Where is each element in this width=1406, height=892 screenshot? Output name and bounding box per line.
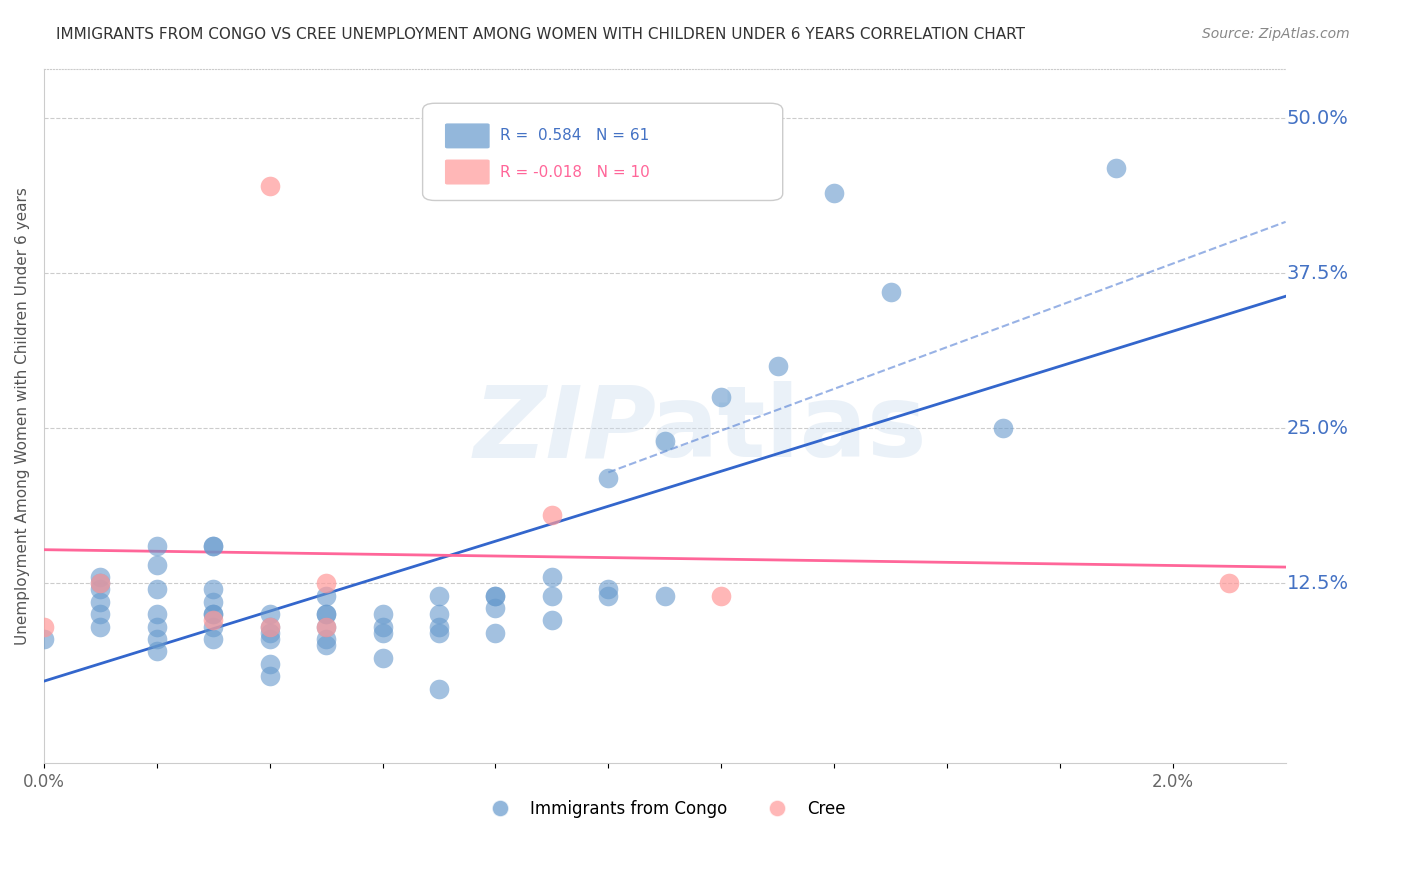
Point — [315, 607, 337, 622]
Point — [89, 576, 111, 591]
FancyBboxPatch shape — [444, 123, 489, 148]
Point — [598, 582, 620, 597]
Y-axis label: Unemployment Among Women with Children Under 6 years: Unemployment Among Women with Children U… — [15, 187, 30, 645]
Point — [202, 607, 225, 622]
Text: atlas: atlas — [651, 381, 927, 478]
Text: 37.5%: 37.5% — [1286, 264, 1348, 283]
Point — [541, 614, 564, 628]
Point — [371, 620, 394, 634]
Point — [89, 607, 111, 622]
Point — [484, 601, 506, 615]
Point — [259, 620, 281, 634]
Point — [89, 620, 111, 634]
Text: 12.5%: 12.5% — [1286, 574, 1348, 593]
Point — [823, 186, 845, 200]
Legend: Immigrants from Congo, Cree: Immigrants from Congo, Cree — [477, 793, 852, 824]
Point — [202, 539, 225, 553]
Point — [371, 607, 394, 622]
Point — [315, 632, 337, 646]
Point — [315, 589, 337, 603]
Point — [1218, 576, 1240, 591]
Point — [315, 607, 337, 622]
Point — [484, 589, 506, 603]
Point — [259, 632, 281, 646]
Point — [541, 570, 564, 584]
Point — [89, 595, 111, 609]
Text: 50.0%: 50.0% — [1286, 109, 1348, 128]
Point — [427, 589, 450, 603]
Point — [766, 359, 789, 374]
Point — [879, 285, 901, 299]
Point — [427, 620, 450, 634]
Point — [32, 620, 55, 634]
Text: ZIP: ZIP — [474, 381, 657, 478]
Point — [598, 589, 620, 603]
Point — [146, 558, 169, 572]
Point — [146, 607, 169, 622]
Point — [710, 589, 733, 603]
Point — [598, 471, 620, 485]
Point — [32, 632, 55, 646]
Point — [202, 595, 225, 609]
Point — [259, 607, 281, 622]
Point — [259, 669, 281, 683]
Point — [1105, 161, 1128, 175]
Text: 25.0%: 25.0% — [1286, 418, 1348, 438]
Point — [315, 638, 337, 652]
FancyBboxPatch shape — [444, 160, 489, 185]
Point — [427, 681, 450, 696]
Point — [89, 570, 111, 584]
Point — [371, 650, 394, 665]
Point — [202, 539, 225, 553]
Point — [202, 582, 225, 597]
Point — [146, 539, 169, 553]
Point — [259, 657, 281, 671]
Point — [371, 626, 394, 640]
Text: R = -0.018   N = 10: R = -0.018 N = 10 — [499, 164, 650, 179]
Point — [202, 632, 225, 646]
Point — [89, 576, 111, 591]
Point — [202, 620, 225, 634]
Point — [259, 620, 281, 634]
Point — [541, 589, 564, 603]
Point — [427, 607, 450, 622]
Point — [993, 421, 1015, 435]
FancyBboxPatch shape — [423, 103, 783, 201]
Point — [315, 576, 337, 591]
Point — [427, 626, 450, 640]
Point — [484, 626, 506, 640]
Point — [202, 607, 225, 622]
Point — [146, 644, 169, 658]
Point — [484, 589, 506, 603]
Point — [315, 620, 337, 634]
Point — [89, 582, 111, 597]
Point — [710, 390, 733, 404]
Point — [259, 179, 281, 194]
Point — [541, 508, 564, 522]
Point — [654, 434, 676, 448]
Point — [315, 620, 337, 634]
Text: Source: ZipAtlas.com: Source: ZipAtlas.com — [1202, 27, 1350, 41]
Point — [202, 614, 225, 628]
Point — [146, 620, 169, 634]
Text: R =  0.584   N = 61: R = 0.584 N = 61 — [499, 128, 648, 144]
Point — [654, 589, 676, 603]
Point — [146, 582, 169, 597]
Point — [259, 626, 281, 640]
Point — [146, 632, 169, 646]
Text: IMMIGRANTS FROM CONGO VS CREE UNEMPLOYMENT AMONG WOMEN WITH CHILDREN UNDER 6 YEA: IMMIGRANTS FROM CONGO VS CREE UNEMPLOYME… — [56, 27, 1025, 42]
